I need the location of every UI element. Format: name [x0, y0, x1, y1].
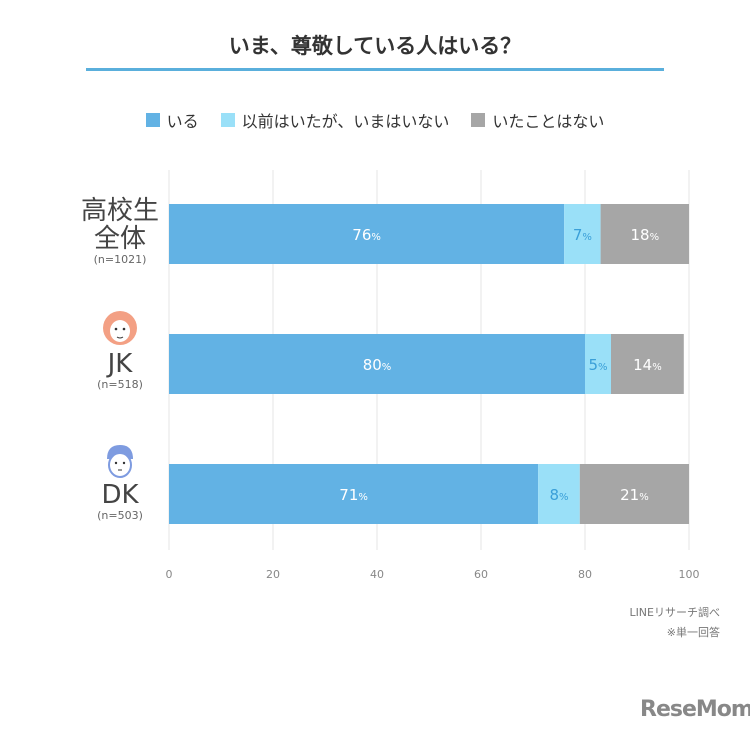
logo-text: ReseMom — [640, 697, 750, 722]
answer-note: ※単一回答 — [666, 626, 720, 639]
legend: いる 以前はいたが、いまはいない いたことはない — [0, 108, 750, 132]
bar-segment — [579, 464, 689, 524]
category-label-all: 高校生全体 (n=1021) — [60, 197, 180, 266]
boy-face-icon — [107, 445, 133, 478]
chart-title: いま、尊敬している人はいる？ — [228, 34, 522, 58]
x-tick-label: 20 — [266, 568, 280, 581]
legend-label: 以前はいたが、いまはいない — [241, 112, 450, 131]
category-label-dk: DK (n=503) — [60, 441, 180, 522]
resemom-logo: ReseMom — [640, 697, 750, 722]
bar-segment — [585, 334, 611, 394]
title-underline — [86, 68, 664, 71]
bar-segment — [564, 204, 601, 264]
category-sample-size: (n=1021) — [93, 253, 147, 266]
legend-item: いたことはない — [471, 108, 604, 132]
x-tick-label: 100 — [679, 568, 700, 581]
category-name-line: JK — [107, 349, 133, 379]
category-name: 高校生全体 — [80, 196, 159, 254]
girl-face-icon — [103, 311, 137, 345]
x-tick-label: 80 — [578, 568, 592, 581]
x-tick-label: 40 — [370, 568, 384, 581]
legend-swatch — [145, 113, 160, 127]
legend-label: いたことはない — [492, 112, 605, 131]
category-sample-size: (n=503) — [97, 509, 143, 522]
category-label-jk: JK (n=518) — [60, 310, 180, 391]
x-tick-label: 60 — [474, 568, 488, 581]
bar-segment — [169, 334, 585, 394]
category-name-line: DK — [101, 480, 139, 510]
legend-item: いる — [145, 108, 199, 132]
legend-label: いる — [166, 112, 199, 131]
bar-segment — [600, 204, 689, 264]
category-sample-size: (n=518) — [97, 378, 143, 391]
bar-segment — [169, 204, 565, 264]
x-tick-label: 0 — [166, 568, 173, 581]
legend-item: 以前はいたが、いまはいない — [220, 108, 450, 132]
legend-swatch — [220, 113, 235, 127]
source-note: LINEリサーチ調べ — [629, 606, 720, 619]
bar-segment — [538, 464, 580, 524]
legend-swatch — [471, 113, 486, 127]
bar-segment — [611, 334, 684, 394]
bar-segment — [169, 464, 539, 524]
